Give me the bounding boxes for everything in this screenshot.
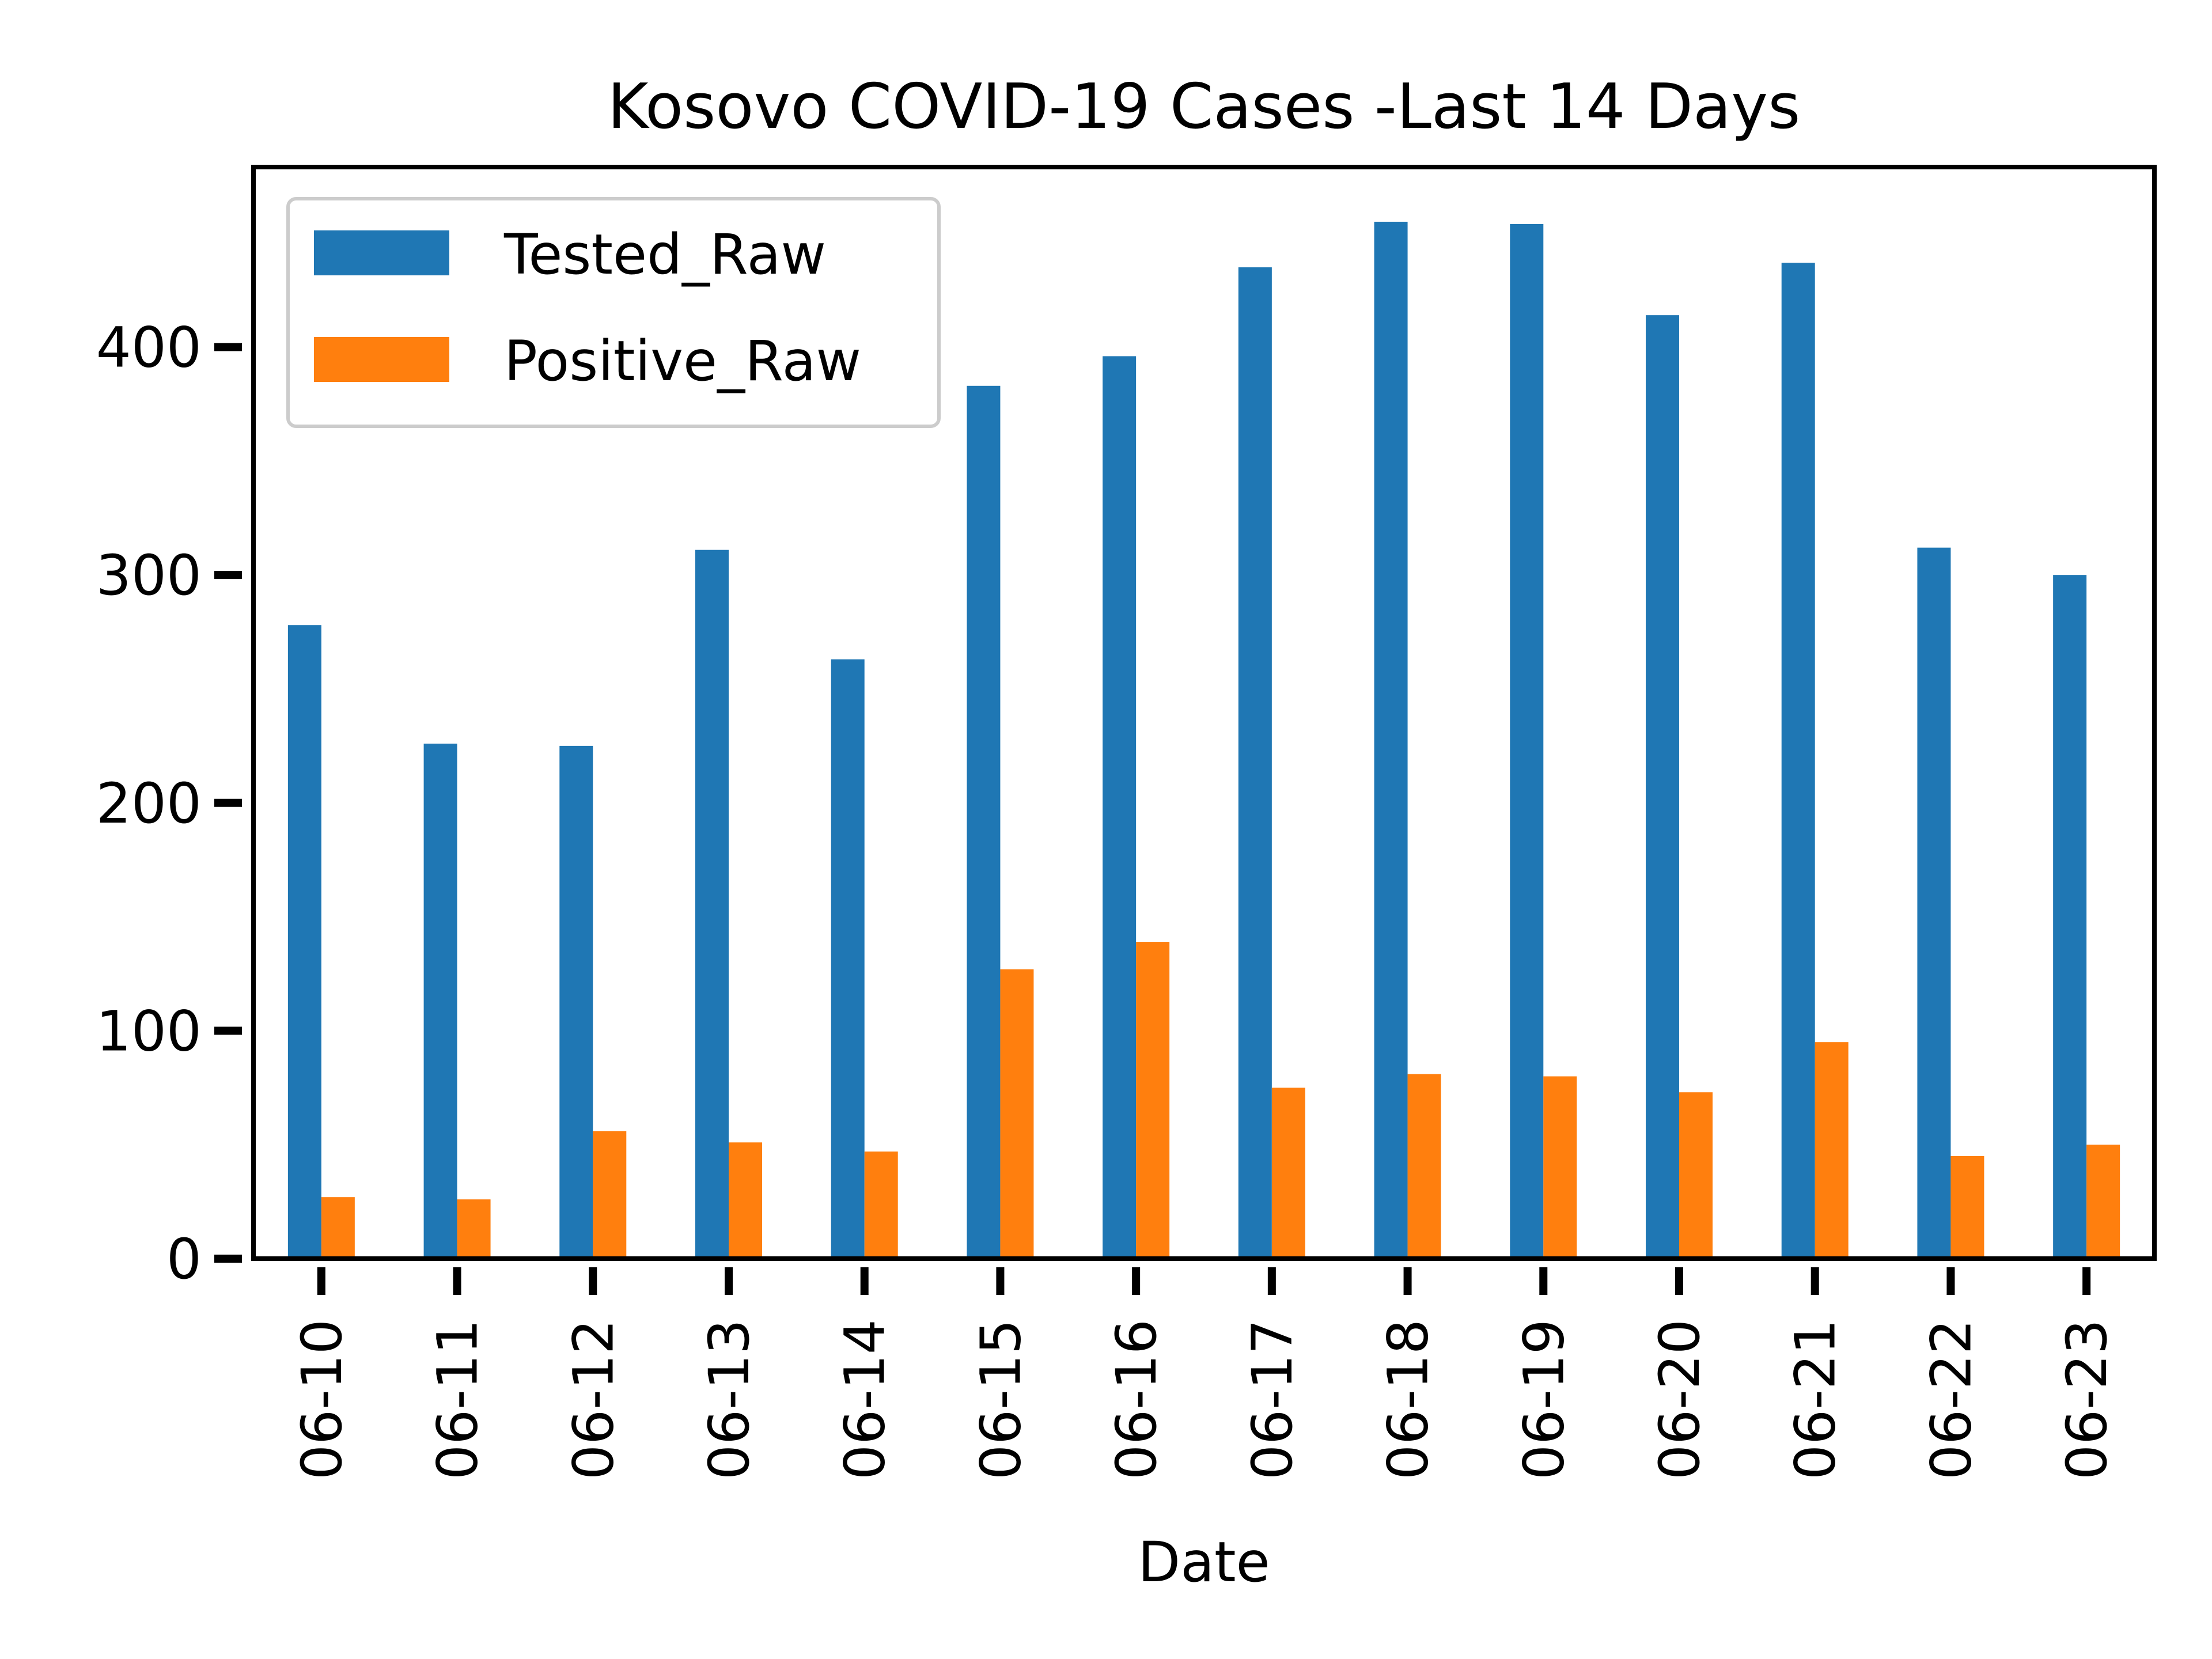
- x-tick-label-06-11: 06-11: [426, 1319, 490, 1480]
- x-tick-label-06-21: 06-21: [1783, 1319, 1848, 1480]
- legend: Tested_Raw Positive_Raw: [286, 197, 941, 428]
- tested-bar-06-15: [967, 385, 1001, 1259]
- x-tick-label-06-22: 06-22: [1919, 1319, 1983, 1480]
- tested-bar-06-21: [1781, 263, 1815, 1259]
- tested-bar-06-10: [287, 625, 321, 1259]
- legend-frame: [286, 197, 941, 428]
- x-tick-label-06-13: 06-13: [697, 1319, 762, 1480]
- x-tick-label-06-14: 06-14: [833, 1319, 897, 1480]
- positive-bar-06-22: [1950, 1156, 1984, 1259]
- positive-bar-06-15: [1000, 969, 1034, 1259]
- positive-bar-06-12: [593, 1131, 627, 1259]
- x-tick-label-06-19: 06-19: [1512, 1319, 1576, 1480]
- y-tick-label-200: 200: [96, 771, 202, 836]
- x-axis: 06-10 06-11 06-12 06-13 06-14 06-15 06-16 06-17…: [290, 1267, 2119, 1480]
- tested-bar-06-19: [1510, 224, 1544, 1259]
- x-tick-label-06-18: 06-18: [1376, 1319, 1441, 1480]
- bars-layer: [287, 221, 2120, 1259]
- x-tick-label-06-17: 06-17: [1240, 1319, 1305, 1480]
- positive-bar-06-19: [1543, 1076, 1577, 1259]
- positive-bar-06-10: [321, 1197, 355, 1259]
- positive-bar-06-17: [1271, 1088, 1305, 1259]
- tested-bar-06-23: [2053, 575, 2087, 1259]
- x-tick-label-06-16: 06-16: [1104, 1319, 1169, 1480]
- tested-bar-06-14: [831, 659, 865, 1259]
- positive-bar-06-13: [729, 1142, 762, 1259]
- y-axis: 0 100 200 300 400: [96, 316, 242, 1291]
- y-tick-label-0: 0: [166, 1227, 202, 1291]
- tested-bar-06-17: [1238, 267, 1272, 1259]
- positive-bar-06-20: [1679, 1092, 1713, 1259]
- chart-title: Kosovo COVID-19 Cases -Last 14 Days: [608, 71, 1801, 143]
- positive-bar-06-23: [2086, 1145, 2120, 1259]
- tested-bar-06-11: [423, 743, 457, 1259]
- tested-bar-06-12: [559, 745, 593, 1259]
- legend-label-tested: Tested_Raw: [503, 222, 826, 287]
- legend-label-positive: Positive_Raw: [504, 329, 861, 393]
- y-tick-label-300: 300: [96, 543, 202, 608]
- positive-bar-06-11: [457, 1199, 491, 1259]
- tested-bar-06-13: [695, 550, 729, 1259]
- positive-bar-06-18: [1407, 1074, 1441, 1259]
- tested-bar-06-16: [1103, 356, 1137, 1259]
- x-tick-label-06-20: 06-20: [1647, 1319, 1712, 1480]
- x-tick-label-06-10: 06-10: [290, 1319, 354, 1480]
- y-tick-label-400: 400: [96, 316, 202, 380]
- plot-area-frame: [251, 165, 2157, 1261]
- x-tick-label-06-23: 06-23: [2055, 1319, 2119, 1480]
- positive-bar-06-16: [1136, 942, 1170, 1259]
- tested-bar-06-22: [1917, 547, 1951, 1259]
- legend-swatch-positive: [314, 337, 449, 382]
- tested-bar-06-20: [1646, 315, 1679, 1259]
- x-axis-label: Date: [1138, 1530, 1270, 1594]
- positive-bar-06-14: [864, 1152, 898, 1259]
- x-tick-label-06-12: 06-12: [561, 1319, 626, 1480]
- tested-bar-06-18: [1374, 221, 1408, 1259]
- y-tick-label-100: 100: [96, 999, 202, 1063]
- legend-swatch-tested: [314, 230, 449, 275]
- positive-bar-06-21: [1815, 1042, 1849, 1259]
- x-tick-label-06-15: 06-15: [968, 1319, 1033, 1480]
